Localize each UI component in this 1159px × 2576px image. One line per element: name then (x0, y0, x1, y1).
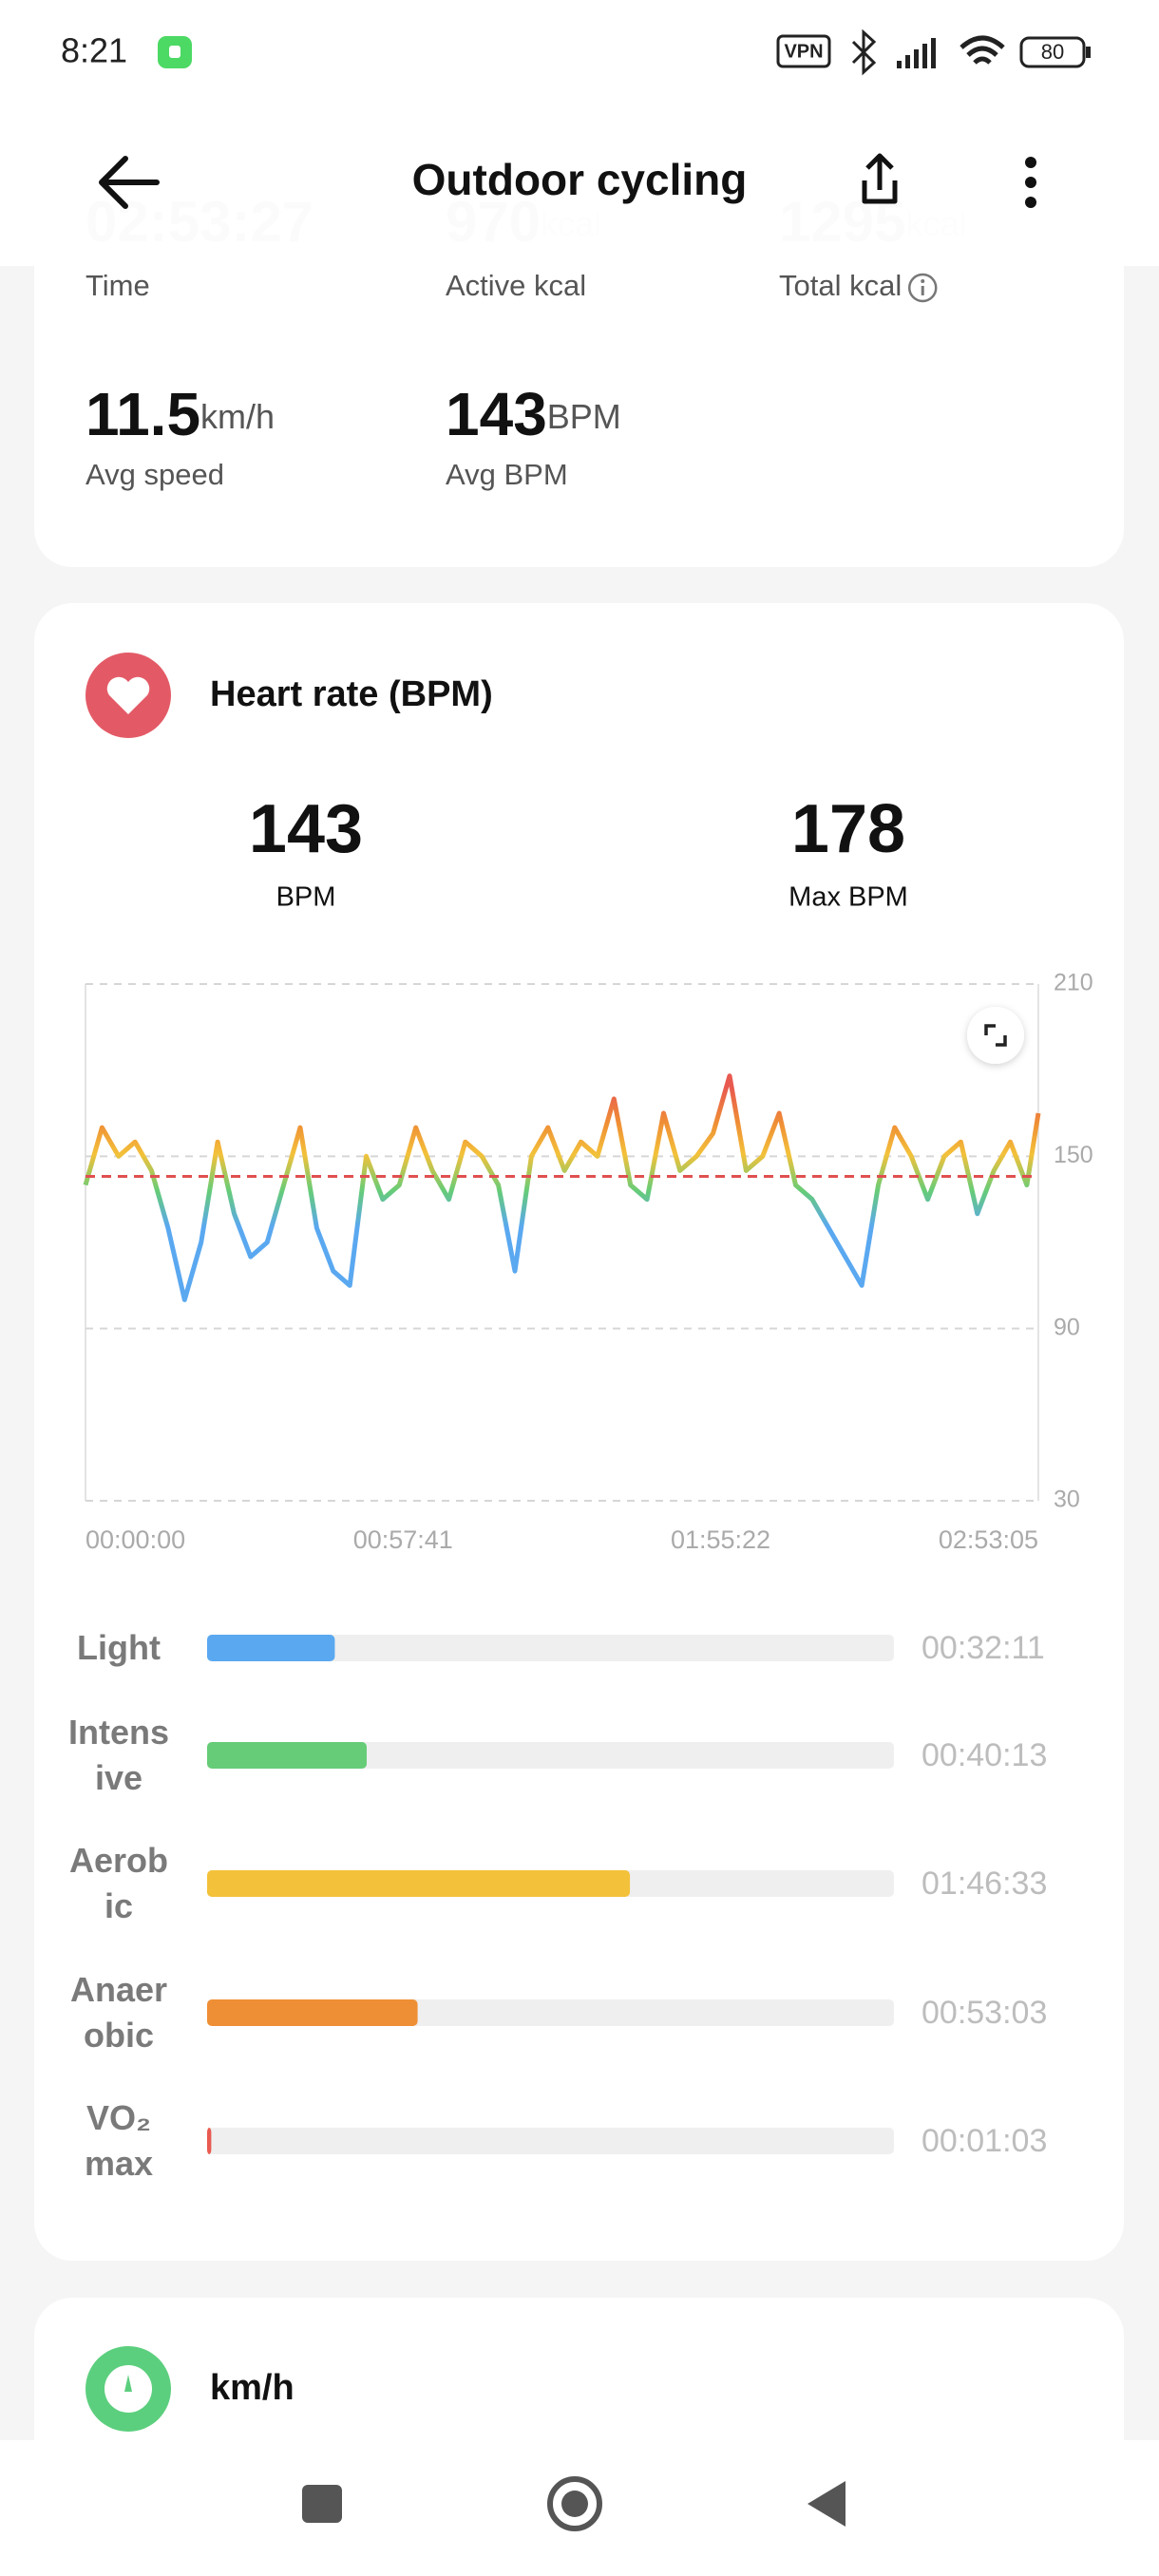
y-tick-label: 210 (1054, 970, 1093, 996)
stat-label: Avg speed (86, 458, 224, 491)
more-button[interactable] (1025, 157, 1036, 208)
zone-time: 01:46:33 (922, 1866, 1047, 1902)
stat-label: Time (86, 269, 150, 302)
zone-time: 00:53:03 (922, 1995, 1047, 2031)
vpn-text: VPN (784, 41, 823, 62)
stat-unit: BPM (547, 397, 621, 436)
vpn-box (776, 34, 831, 68)
avg-bpm-value: 143 (249, 791, 363, 867)
max-bpm-label: Max BPM (788, 882, 908, 913)
speed-title: km/h (210, 2368, 294, 2408)
zone-time: 00:01:03 (922, 2123, 1047, 2159)
zone-time: 00:40:13 (922, 1737, 1047, 1773)
share-button[interactable] (862, 153, 898, 204)
y-tick-label: 90 (1054, 1314, 1080, 1340)
info-icon (907, 273, 938, 303)
x-tick-label: 01:55:22 (671, 1525, 770, 1554)
stat-value: 11.5km/h (86, 380, 275, 448)
heart-rate-card (34, 603, 1124, 2261)
max-bpm-value: 178 (791, 791, 905, 867)
battery-level: 80 (1041, 40, 1064, 64)
card-title: Heart rate (BPM) (210, 674, 493, 714)
stat-value: 143BPM (446, 380, 621, 448)
zone-name: Aerobic (68, 1841, 168, 1925)
heart-rate-line (83, 1073, 1041, 1302)
bluetooth-icon (851, 28, 877, 76)
stat-number: 143 (446, 380, 547, 448)
stat-unit: km/h (200, 397, 275, 436)
wifi-icon (960, 35, 1005, 65)
nav-home[interactable] (547, 2476, 602, 2531)
stat-label: Avg BPM (446, 458, 568, 491)
x-tick-label: 00:00:00 (86, 1525, 185, 1554)
zone-bar (207, 1999, 418, 2026)
x-tick-label: 00:57:41 (353, 1525, 453, 1554)
nav-back[interactable] (808, 2481, 846, 2527)
stat-label: Active kcal (446, 269, 586, 302)
status-time: 8:21 (61, 31, 127, 70)
nav-home-dot (561, 2491, 588, 2517)
zone-bar (207, 1742, 367, 1769)
zone-name: Intensive (67, 1713, 169, 1797)
zone-bar (207, 1635, 335, 1661)
zone-name: VO₂ max (84, 2098, 154, 2183)
heart-glyph (106, 676, 150, 714)
info-dot (921, 279, 925, 283)
zone-time: 00:32:11 (922, 1630, 1045, 1666)
expand-glyph (984, 1024, 1007, 1047)
stat-label: Total kcal (779, 269, 902, 302)
avg-bpm-label: BPM (276, 882, 336, 913)
page-title: Outdoor cycling (412, 155, 748, 204)
zone-name: Anaerobic (69, 1970, 168, 2055)
y-tick-label: 30 (1054, 1487, 1080, 1513)
stat-number: 11.5 (86, 380, 200, 448)
zone-track (207, 1742, 894, 1769)
zone-name: Light (77, 1628, 161, 1667)
notification-glyph (169, 46, 180, 58)
speed-needle (124, 2375, 132, 2392)
y-tick-label: 150 (1054, 1142, 1093, 1168)
battery-tip (1086, 47, 1091, 58)
signal-icon (897, 38, 936, 68)
nav-recents[interactable] (302, 2485, 342, 2523)
back-button[interactable] (99, 156, 160, 209)
x-tick-label: 02:53:05 (939, 1525, 1038, 1554)
zone-track (207, 1635, 894, 1661)
battery-icon (1019, 36, 1086, 68)
zone-track (207, 2128, 894, 2154)
expand-button[interactable] (967, 1007, 1024, 1064)
zone-bar (207, 1870, 631, 1897)
zone-bar (207, 2128, 212, 2154)
